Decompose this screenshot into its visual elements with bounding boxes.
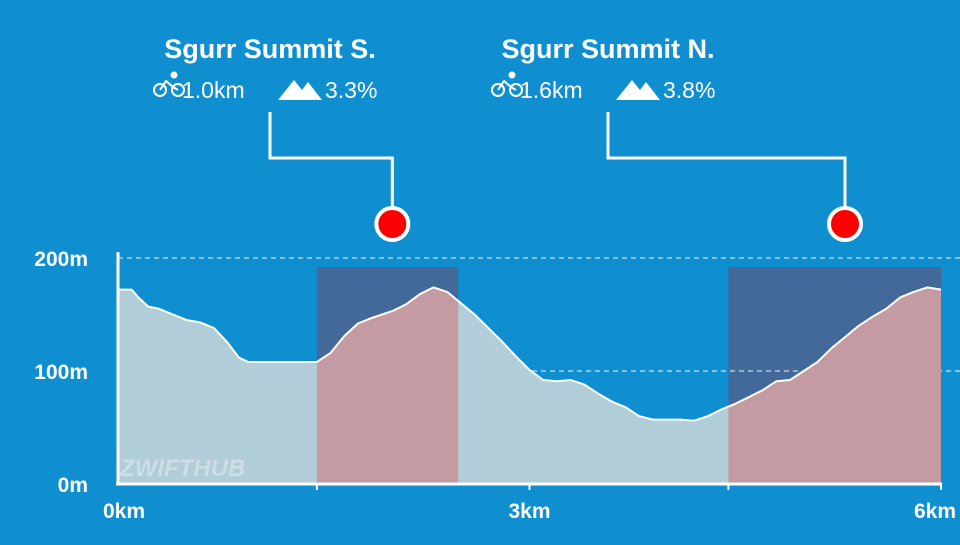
x-tick-label-0km: 0km <box>103 500 145 523</box>
climb-length: 1.0km <box>182 77 245 103</box>
bike-frame <box>497 79 517 91</box>
climb-name: Sgurr Summit N. <box>501 34 714 64</box>
watermark: ZWIFTHUB <box>119 455 245 482</box>
mountain-icon <box>616 80 660 100</box>
climb-marker <box>826 206 863 242</box>
climb-marker <box>374 206 411 242</box>
climb-gradient: 3.3% <box>325 77 377 103</box>
bike-wheel-rear <box>491 83 505 97</box>
bike-rider-head <box>170 71 178 79</box>
climb-length: 1.6km <box>520 77 583 103</box>
climb-area-1 <box>316 287 459 484</box>
climb-callout-2: Sgurr Summit N. 1.6km 3.8% <box>491 34 863 242</box>
x-tick-label-6km: 6km <box>914 500 956 523</box>
profile-line <box>118 286 942 422</box>
axes <box>116 252 942 490</box>
climb-gradient: 3.8% <box>663 77 715 103</box>
x-tick-label-3km: 3km <box>508 500 550 523</box>
y-tick-label-0: 0m <box>58 474 88 497</box>
bike-frame <box>159 79 179 91</box>
tick-labels: 0m 100m 200m 0km 3km 6km <box>34 248 956 523</box>
bike-wheel-front <box>171 83 185 97</box>
watermark-text: ZWIFTHUB <box>119 455 245 482</box>
bike-wheel-rear <box>153 83 167 97</box>
bike-icon <box>153 71 185 97</box>
callout-connector <box>268 112 394 212</box>
y-tick-label-200: 200m <box>34 248 88 271</box>
callout-connector <box>606 112 847 212</box>
climb-name: Sgurr Summit S. <box>164 34 376 64</box>
elevation-profile <box>118 286 942 484</box>
climb-callout-1: Sgurr Summit S. 1.0km 3.3% <box>153 34 411 242</box>
bike-icon <box>491 71 523 97</box>
climb-callouts: Sgurr Summit S. 1.0km 3.3% Sgurr Summit N. 1… <box>153 34 863 242</box>
bike-rider-head <box>508 71 516 79</box>
y-tick-label-100: 100m <box>34 361 88 384</box>
bike-wheel-front <box>509 83 523 97</box>
mountain-icon <box>278 80 322 100</box>
climb-area-2 <box>728 287 941 484</box>
